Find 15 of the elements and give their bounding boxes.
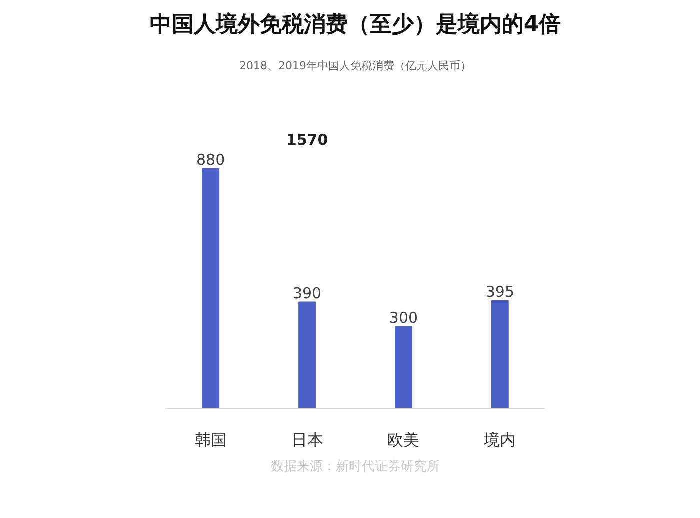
chart-title: 中国人境外免税消费（至少）是境内的4倍 [150, 12, 562, 38]
bar [395, 326, 412, 408]
data-label: 300 [389, 308, 418, 327]
x-tick-label: 境内 [483, 430, 516, 450]
bar [491, 300, 509, 408]
x-tick-label: 欧美 [388, 430, 420, 450]
x-tick-label: 日本 [291, 430, 324, 450]
data-label: 880 [196, 150, 226, 169]
data-label: 390 [292, 284, 322, 302]
x-tick-label: 韩国 [194, 430, 227, 450]
chart-subtitle: 2018、2019年中国人免税消费（亿元人民币） [240, 60, 472, 72]
bar [298, 302, 316, 408]
data-label: 395 [486, 282, 514, 301]
bar [202, 168, 220, 408]
text: 1570 [286, 130, 328, 149]
